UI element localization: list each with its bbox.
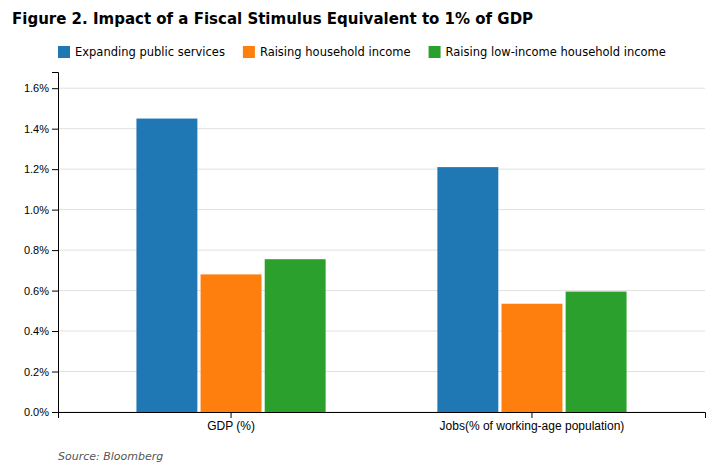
bars [136,119,626,412]
tick: 1.4% [24,123,58,135]
tick-mark [52,169,58,170]
legend-item: Expanding public services [58,45,225,59]
bar [566,292,627,412]
tick-mark [231,412,232,418]
grid-line [58,88,705,89]
chart: Figure 2. Impact of a Fiscal Stimulus Eq… [0,0,725,474]
axis-line [59,413,706,419]
legend-item: Raising household income [243,45,411,59]
tick-mark [52,412,58,413]
legend: Expanding public services Raising househo… [58,45,666,59]
tick-mark [52,210,58,211]
tick: Jobs(% of working-age population) [440,412,625,433]
grid [58,88,705,412]
legend-swatch [243,46,255,58]
legend-label: Raising household income [260,45,411,59]
tick: 1.6% [24,82,58,94]
tick-mark [52,331,58,332]
tick-mark [52,372,58,373]
legend-swatch [429,46,441,58]
bar-series [136,119,498,412]
tick: 0.6% [24,285,58,297]
tick: 0.0% [24,406,58,418]
bar-series [201,274,563,412]
tick-label: GDP (%) [207,419,255,433]
plot: 0.0% 0.2% 0.4% 0.6% 0.8% 1.0% 1.2% 1.4% 1.6% GDP … [24,73,706,433]
bar [437,167,498,412]
tick: 1.0% [24,204,58,216]
tick-label: 0.2% [24,366,49,378]
tick-label: 0.0% [24,406,49,418]
tick: 0.4% [24,325,58,337]
bar [201,274,262,412]
tick-mark [52,129,58,130]
legend-swatch [58,46,70,58]
tick-mark [531,412,532,418]
tick-label: 0.8% [24,244,49,256]
title: Figure 2. Impact of a Fiscal Stimulus Eq… [12,10,533,28]
tick: 0.8% [24,244,58,256]
legend-label: Raising low-income household income [446,45,666,59]
tick-label: 1.4% [24,123,49,135]
tick-label: 1.2% [24,163,49,175]
bar [265,259,326,412]
tick-label: 1.6% [24,82,49,94]
bar [502,304,563,412]
legend-label: Expanding public services [75,45,225,59]
x-axis: GDP (%) Jobs(% of working-age population) [59,412,706,433]
y-axis: 0.0% 0.2% 0.4% 0.6% 0.8% 1.0% 1.2% 1.4% 1.6% [24,73,59,419]
tick-label: Jobs(% of working-age population) [440,419,625,433]
tick-mark [52,250,58,251]
bar [136,119,197,412]
tick: 0.2% [24,366,58,378]
annotation: Source: Bloomberg [58,450,163,463]
tick: 1.2% [24,163,58,175]
tick-label: 1.0% [24,204,49,216]
tick-label: 0.6% [24,285,49,297]
tick-mark [52,88,58,89]
legend-item: Raising low-income household income [429,45,666,59]
bar-series [265,259,627,412]
axis-line [52,73,59,413]
tick: GDP (%) [207,412,255,433]
tick-label: 0.4% [24,325,49,337]
tick-mark [52,291,58,292]
